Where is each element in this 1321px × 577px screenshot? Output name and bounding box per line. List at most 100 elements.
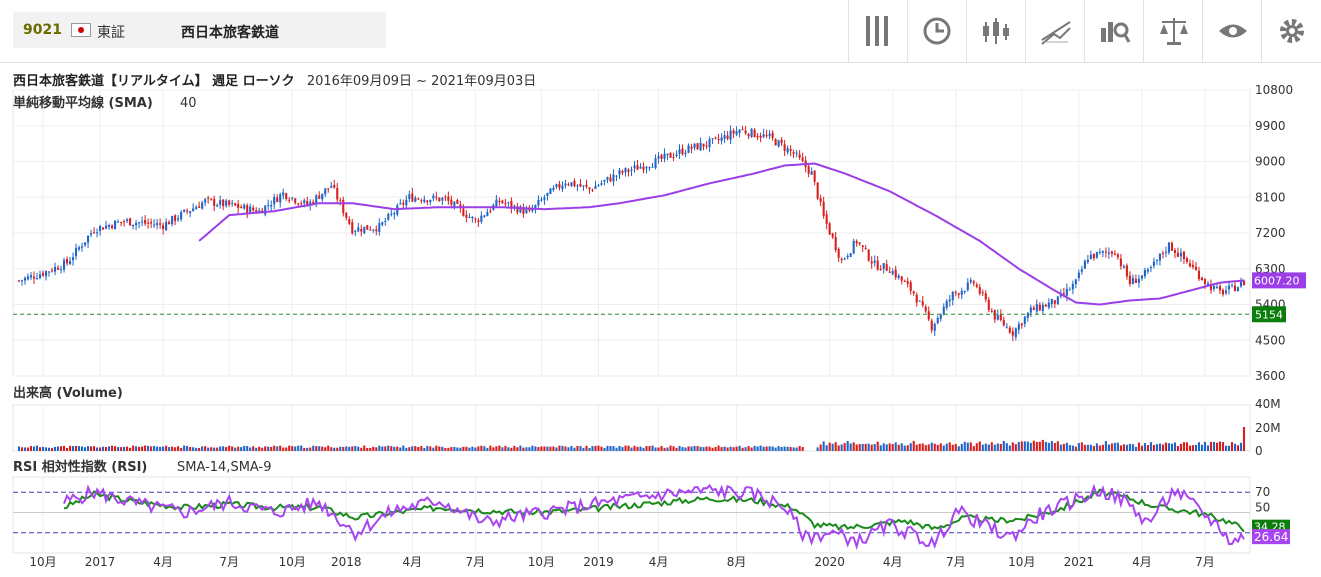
candle-body [1086, 259, 1089, 262]
volume-bar [495, 446, 498, 451]
candle-body [951, 291, 954, 300]
candle-body [1044, 304, 1047, 307]
company-name: 西日本旅客鉄道 [181, 25, 279, 41]
volume-bar [837, 445, 840, 451]
candle-body [1131, 277, 1134, 284]
candle-body [741, 129, 744, 131]
candle-body [1137, 278, 1140, 283]
candle-body [651, 166, 654, 168]
candle-body [435, 196, 438, 198]
volume-bar [165, 445, 168, 451]
volume-bar [162, 446, 165, 451]
candle-body [1098, 251, 1101, 253]
drawing-button[interactable] [1025, 0, 1084, 62]
candle-body [612, 174, 615, 182]
volume-bar [555, 447, 558, 451]
volume-bar [456, 447, 459, 451]
candle-body [1050, 299, 1053, 305]
candle-body [96, 232, 99, 234]
candle-body [864, 248, 867, 250]
candle-body [1032, 307, 1035, 311]
candle-body [777, 140, 780, 147]
candle-body [942, 306, 945, 315]
clock-button[interactable] [907, 0, 966, 62]
candle-body [237, 204, 240, 209]
volume-tick-label: 40M [1255, 397, 1281, 411]
bars-button[interactable] [848, 0, 907, 62]
volume-bar [1221, 442, 1225, 451]
candle-body [474, 218, 477, 220]
volume-bar [738, 445, 741, 451]
volume-bar [1185, 442, 1189, 451]
candle-body [597, 185, 600, 187]
volume-bar [849, 443, 852, 451]
candle-body [1065, 288, 1068, 296]
candle-body [687, 145, 690, 153]
candle-body [171, 215, 174, 225]
analysis-icon [1101, 22, 1131, 43]
volume-bar [1059, 444, 1062, 451]
volume-bar [681, 446, 684, 451]
volume-bar [1110, 443, 1113, 451]
symbol-box[interactable]: 9021 東証 西日本旅客鉄道 [13, 12, 386, 48]
volume-bar [765, 446, 768, 451]
candle-body [537, 199, 540, 206]
volume-bar [381, 446, 384, 451]
candle-body [375, 229, 378, 232]
volume-bar [786, 446, 789, 451]
volume-bar [912, 440, 915, 451]
volume-bar [828, 442, 831, 451]
candle-body [558, 183, 561, 188]
candle-body [1215, 286, 1219, 288]
candle-body [846, 255, 849, 258]
volume-bar [210, 447, 213, 451]
candle-body [71, 257, 75, 261]
volume-bar [819, 444, 822, 451]
candle-body [1134, 279, 1137, 283]
candle-body [1194, 266, 1198, 271]
volume-bar [243, 445, 246, 451]
candle-body [186, 210, 189, 212]
volume-bar [303, 447, 306, 451]
candle-body [1035, 303, 1038, 312]
candle-body [870, 261, 873, 264]
settings-button[interactable] [1261, 0, 1320, 62]
volume-bar [171, 446, 174, 451]
candle-body [1020, 323, 1023, 326]
candle-body [711, 138, 714, 140]
analysis-button[interactable] [1084, 0, 1143, 62]
candle-body [393, 213, 396, 215]
candle-body [222, 199, 225, 207]
candle-body [762, 134, 765, 137]
rsi-panel-label: RSI 相対性指数 (RSI) [13, 459, 147, 475]
volume-bar [945, 443, 948, 451]
candle-body [801, 157, 804, 161]
compare-button[interactable] [1143, 0, 1202, 62]
candle-body [450, 199, 453, 205]
candle-body [459, 204, 462, 208]
volume-bar [903, 445, 906, 451]
volume-bar [825, 445, 828, 451]
x-tick-label: 7月 [466, 555, 486, 569]
candle-body [618, 170, 621, 175]
view-button[interactable] [1202, 0, 1261, 62]
volume-bar [474, 447, 477, 451]
volume-bar [444, 447, 447, 451]
candle-body [675, 154, 678, 157]
volume-bar [822, 441, 825, 451]
candle-body [465, 214, 468, 218]
candle-body [447, 196, 450, 201]
volume-bar [345, 446, 348, 451]
candlestick-button[interactable] [966, 0, 1025, 62]
candle-body [1167, 242, 1170, 253]
candle-body [561, 185, 564, 190]
volume-bar [516, 447, 519, 451]
x-tick-label: 10月 [279, 555, 306, 569]
candle-body [1170, 242, 1173, 251]
candle-body [1161, 252, 1164, 255]
candle-body [1146, 269, 1149, 272]
volume-bar [1146, 444, 1149, 451]
volume-bar [576, 445, 579, 451]
volume-bar [1194, 444, 1198, 451]
